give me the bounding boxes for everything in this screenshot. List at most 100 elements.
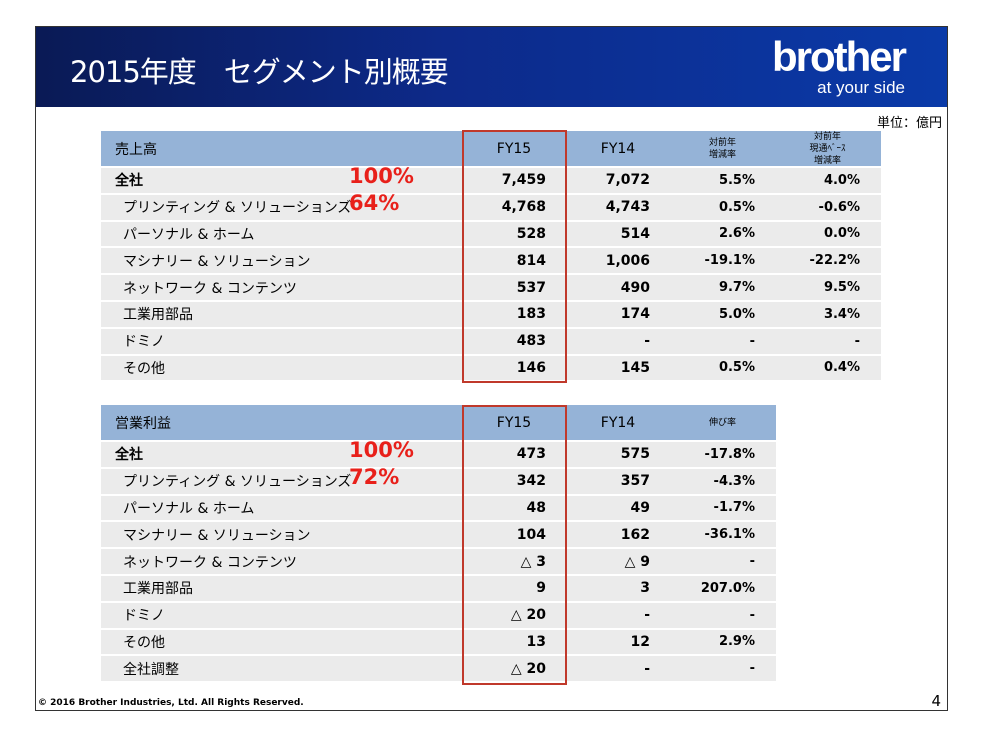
cell-yoy: 5.5% [718,172,755,188]
cell-fy14: △ 9 [624,553,650,570]
table-row: 工業用部品 9 3 207.0% [101,575,776,601]
header-cell: FY14 [600,140,636,157]
cell-fy15: 342 [516,473,546,490]
cell-fy15: 104 [516,526,546,543]
cell-fy14: 357 [620,473,650,490]
row-label: パーソナル & ホーム [101,224,462,244]
segment-name: ドミノ [123,608,165,625]
share-percent: 100% [349,164,414,189]
header-cell: FY14 [600,414,636,431]
header-cell: 対前年 増減率 [708,137,736,160]
cell-yoy: - [749,661,755,677]
cell-fy14: 490 [620,279,650,296]
share-percent: 64% [349,191,400,216]
table-header-row: 営業利益 FY15 FY14 伸び率 [101,405,776,440]
row-label: その他 [101,632,462,652]
row-label: 全社調整 [101,659,462,679]
header-cell: 伸び率 [708,417,736,428]
cell-yoy: 207.0% [700,580,755,596]
cell-yoy: -19.1% [704,253,756,269]
cell-fy14: 174 [620,306,650,323]
cell-fy15: 473 [516,446,546,463]
cell-fy15: 13 [526,633,546,650]
cell-fy14: 162 [620,526,650,543]
segment-name: 全社 [115,173,143,190]
cell-fy14: 4,743 [605,199,650,216]
row-label: ネットワーク & コンテンツ [101,278,462,298]
header-cell: FY15 [496,140,532,157]
row-label: 全社 100% [101,438,462,464]
segment-name: プリンティング & ソリューションズ [123,474,352,491]
brother-logo: brother at your side [772,33,907,97]
cell-yoy: -4.3% [713,473,755,489]
cell-fy15: △ 20 [510,660,546,677]
cell-fy15: △ 3 [520,553,546,570]
table-row: パーソナル & ホーム 528 514 2.6% 0.0% [101,221,881,247]
share-percent: 100% [349,438,414,463]
header-cell: 売上高 [115,141,157,158]
fy15-highlight-box [462,130,567,383]
row-label: パーソナル & ホーム [101,498,462,518]
cell-fy15: 146 [516,359,546,376]
cell-yoy: - [749,554,755,570]
cell-yoy: - [749,607,755,623]
row-label: マシナリー & ソリューション [101,251,462,271]
fy15-highlight-box [462,405,567,685]
segment-name: その他 [123,634,165,651]
segment-name: 工業用部品 [123,307,193,324]
cell-fy14: 145 [620,359,650,376]
table-row: ネットワーク & コンテンツ △ 3 △ 9 - [101,549,776,574]
segment-name: ネットワーク & コンテンツ [123,554,297,571]
header-cell: 営業利益 [115,415,171,432]
slide-header: 2015年度 セグメント別概要 brother at your side [36,27,947,107]
segment-name: パーソナル & ホーム [123,226,255,243]
table-row: その他 13 12 2.9% [101,629,776,655]
cell-yoy: -1.7% [713,500,755,516]
segment-name: その他 [123,360,165,377]
cell-fy14: 1,006 [605,252,650,269]
slide-frame [35,26,948,711]
operating-profit-table: 営業利益 FY15 FY14 伸び率全社 100% 473 575 -17.8% プリンティング… [101,405,776,682]
row-label: 全社 100% [101,164,462,190]
cell-fy15: 48 [526,499,546,516]
page-number: 4 [931,692,941,710]
cell-fy14: - [644,333,650,350]
logo-wordmark: brother [772,33,907,80]
table-row: ドミノ △ 20 - - [101,602,776,628]
cell-yoy_cc: 3.4% [823,306,860,322]
share-percent: 72% [349,465,400,490]
cell-fy15: 7,459 [501,172,546,189]
copyright: © 2016 Brother Industries, Ltd. All Righ… [38,698,304,708]
cell-yoy: 0.5% [718,360,755,376]
table-row: ドミノ 483 - - - [101,328,881,354]
cell-yoy: 0.5% [718,199,755,215]
cell-fy14: 575 [620,446,650,463]
table-row: プリンティング & ソリューションズ 72% 342 357 -4.3% [101,465,776,494]
cell-yoy: -17.8% [704,446,756,462]
cell-fy15: 528 [516,225,546,242]
cell-yoy_cc: -0.6% [818,199,860,215]
table-row: 全社 100% 7,459 7,072 5.5% 4.0% [101,164,881,193]
segment-name: マシナリー & ソリューション [123,527,311,544]
cell-yoy: -36.1% [704,527,756,543]
table-row: ネットワーク & コンテンツ 537 490 9.7% 9.5% [101,275,881,300]
segment-name: マシナリー & ソリューション [123,253,311,270]
row-label: プリンティング & ソリューションズ 72% [101,465,462,491]
cell-yoy: 2.6% [718,226,755,242]
row-label: ドミノ [101,605,462,625]
table-row: 全社調整 △ 20 - - [101,656,776,682]
cell-yoy_cc: 9.5% [823,280,860,296]
header-cell: FY15 [496,414,532,431]
cell-fy15: 537 [516,279,546,296]
row-label: その他 [101,358,462,378]
segment-name: 全社調整 [123,661,179,678]
cell-fy14: 49 [630,499,650,516]
cell-yoy_cc: - [854,333,860,349]
table-row: マシナリー & ソリューション 814 1,006 -19.1% -22.2% [101,248,881,274]
header-cell: 対前年 現通ﾍﾞｰｽ 増減率 [809,131,846,166]
cell-yoy: 2.9% [718,634,755,650]
sales-table: 売上高 FY15 FY14 対前年 増減率 対前年 現通ﾍﾞｰｽ 増減率全社 100% 7,… [101,131,881,381]
cell-fy14: 12 [630,633,650,650]
cell-yoy: 9.7% [718,280,755,296]
segment-name: 工業用部品 [123,581,193,598]
